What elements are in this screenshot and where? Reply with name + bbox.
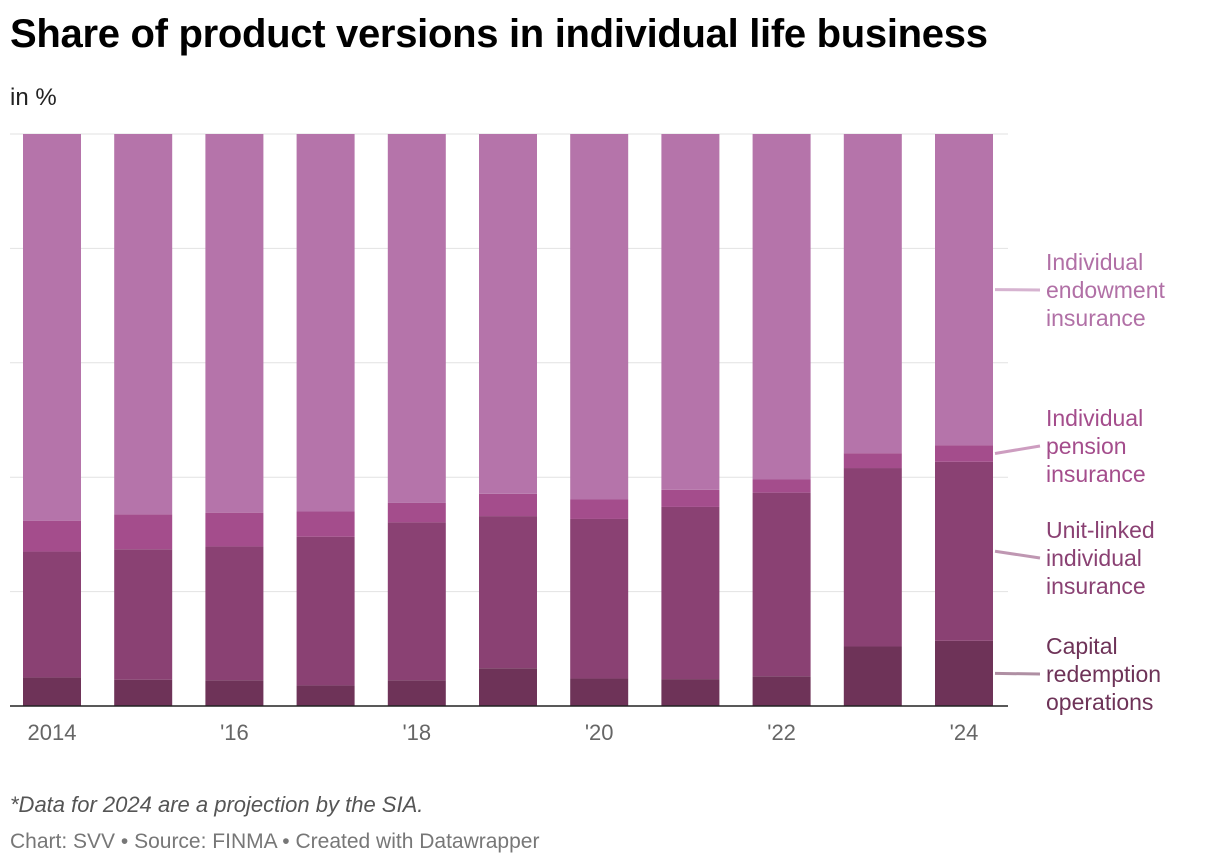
bars [23, 134, 993, 706]
bar-segment-unit-linked-individual-insurance-2015 [114, 549, 173, 680]
bar-segment-individual-pension-insurance-2014 [23, 520, 81, 552]
chart-title: Share of product versions in individual … [10, 12, 988, 56]
series-label-connector [994, 671, 1041, 676]
credit-source: Source: FINMA [134, 830, 277, 853]
bar-segment-unit-linked-individual-insurance-2019 [479, 516, 537, 669]
bar-segment-unit-linked-individual-insurance-2023 [843, 468, 902, 647]
bar-segment-individual-endowment-insurance-2022 [752, 134, 811, 480]
x-tick-label: '16 [220, 720, 249, 745]
bar-segment-capital-redemption-operations-2023 [843, 646, 902, 706]
series-label-individual-pension-insurance: Individual pension insurance [1046, 405, 1146, 487]
bar-segment-individual-endowment-insurance-2015 [114, 134, 173, 515]
bar-segment-capital-redemption-operations-2015 [114, 679, 173, 706]
chart-subtitle: in % [10, 84, 57, 111]
x-tick-label: '18 [402, 720, 431, 745]
credit-chart: Chart: SVV [10, 830, 116, 853]
stacked-bar-chart: 2014 '16 '18 '20 '22 '24 Capital redemption ope… [10, 133, 1166, 745]
bar-segment-individual-endowment-insurance-2020 [570, 134, 629, 500]
bar-segment-individual-pension-insurance-2023 [843, 453, 902, 469]
bar-segment-capital-redemption-operations-2019 [479, 668, 537, 706]
x-tick-label: 2014 [28, 720, 77, 745]
x-tick-label: '20 [585, 720, 614, 745]
bar-segment-individual-pension-insurance-2019 [479, 493, 537, 517]
credit-separator: • [115, 830, 135, 853]
bar-segment-unit-linked-individual-insurance-2024 [935, 461, 993, 641]
bar-segment-individual-endowment-insurance-2018 [387, 134, 446, 503]
bar-segment-individual-pension-insurance-2021 [661, 489, 720, 507]
bar-segment-capital-redemption-operations-2022 [752, 676, 811, 706]
bar-segment-capital-redemption-operations-2021 [661, 679, 720, 706]
bar-segment-unit-linked-individual-insurance-2022 [752, 492, 811, 677]
bar-segment-individual-endowment-insurance-2023 [843, 134, 902, 454]
bar-segment-individual-pension-insurance-2018 [387, 502, 446, 523]
bar-segment-individual-endowment-insurance-2024 [935, 134, 993, 446]
bar-segment-capital-redemption-operations-2017 [296, 685, 355, 706]
x-tick-label: '22 [767, 720, 796, 745]
bar-segment-capital-redemption-operations-2020 [570, 678, 629, 706]
bar-segment-unit-linked-individual-insurance-2017 [296, 536, 355, 686]
bar-segment-individual-endowment-insurance-2021 [661, 134, 720, 490]
bar-segment-unit-linked-individual-insurance-2014 [23, 551, 81, 678]
x-axis-ticks: 2014 '16 '18 '20 '22 '24 [28, 720, 979, 745]
series-label-unit-linked-individual-insurance: Unit-linked individual insurance [1046, 517, 1155, 599]
bar-segment-individual-pension-insurance-2017 [296, 511, 355, 537]
bar-segment-capital-redemption-operations-2024 [935, 640, 993, 706]
series-label-connector [994, 444, 1041, 455]
footnote: *Data for 2024 are a projection by the S… [10, 792, 424, 817]
bar-segment-unit-linked-individual-insurance-2020 [570, 518, 629, 679]
bar-segment-unit-linked-individual-insurance-2018 [387, 522, 446, 681]
series-label-individual-endowment-insurance: Individual endowment insurance [1046, 249, 1166, 331]
bar-segment-capital-redemption-operations-2016 [205, 680, 264, 706]
bar-segment-capital-redemption-operations-2014 [23, 677, 81, 706]
bar-segment-individual-pension-insurance-2024 [935, 445, 993, 462]
x-tick-label: '24 [950, 720, 979, 745]
credit-created-with: Created with Datawrapper [295, 830, 540, 853]
bar-segment-individual-endowment-insurance-2019 [479, 134, 537, 494]
bar-segment-individual-endowment-insurance-2017 [296, 134, 355, 512]
series-label-capital-redemption-operations: Capital redemption operations [1046, 633, 1161, 715]
bar-segment-individual-pension-insurance-2016 [205, 512, 264, 547]
bar-segment-individual-pension-insurance-2020 [570, 499, 629, 519]
series-label-connector [994, 549, 1041, 560]
bar-segment-individual-endowment-insurance-2014 [23, 134, 81, 521]
credit-separator: • [276, 830, 296, 853]
bar-segment-individual-endowment-insurance-2016 [205, 134, 264, 513]
bar-segment-unit-linked-individual-insurance-2021 [661, 506, 720, 680]
bar-segment-individual-pension-insurance-2022 [752, 479, 811, 493]
bar-segment-capital-redemption-operations-2018 [387, 680, 446, 706]
bar-segment-unit-linked-individual-insurance-2016 [205, 546, 264, 681]
bar-segment-individual-pension-insurance-2015 [114, 514, 173, 550]
credit-line: Chart: SVV • Source: FINMA • Created wit… [10, 830, 539, 854]
series-labels: Capital redemption operations Unit-linked in… [994, 249, 1166, 715]
